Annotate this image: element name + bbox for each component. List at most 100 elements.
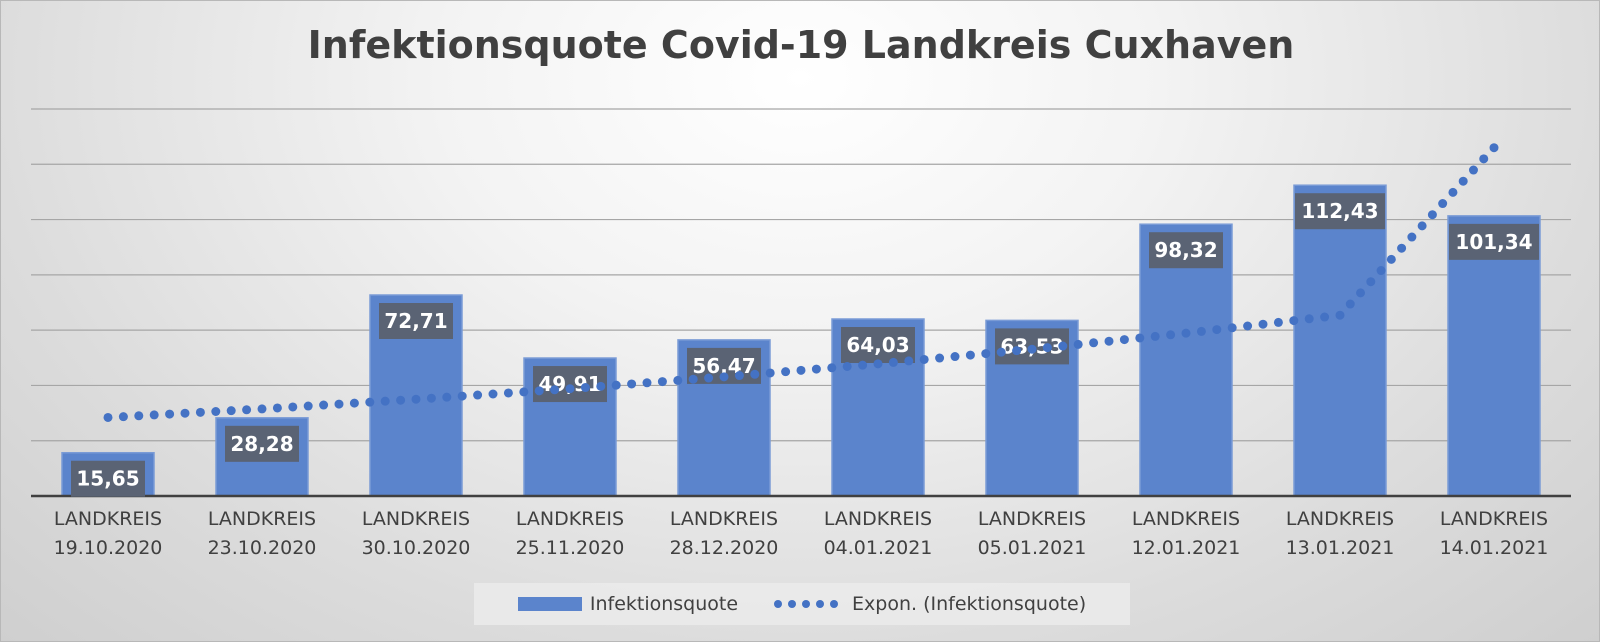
trendline-dot (1397, 243, 1407, 253)
trendline-dot (1181, 328, 1191, 338)
category-label: LANDKREIS (208, 508, 316, 530)
legend-trend-swatch (774, 600, 844, 608)
trendline-dot (103, 412, 113, 422)
data-label: 98,32 (1154, 238, 1217, 262)
data-label-box (841, 327, 915, 364)
trendline-dot (226, 406, 236, 416)
trendline-dot (1073, 339, 1083, 349)
bar (1139, 223, 1233, 497)
bar (1447, 215, 1541, 497)
trendline-dot (673, 375, 683, 385)
trendline-dot (1042, 343, 1052, 353)
trendline-dot (642, 378, 652, 388)
trendline-dot (765, 368, 775, 378)
chart-title: Infektionsquote Covid-19 Landkreis Cuxha… (307, 23, 1295, 67)
trendline-dot (919, 354, 929, 364)
category-label: LANDKREIS (54, 508, 162, 530)
trendline-dot (1448, 187, 1458, 197)
trendline-dot (534, 386, 544, 396)
trendline-dot (118, 412, 128, 422)
trendline-dot (396, 395, 406, 405)
data-label: 64,03 (846, 333, 909, 357)
trendline-dot (303, 401, 313, 411)
trendline-dot (704, 373, 714, 383)
legend-bar-swatch (517, 597, 582, 611)
trendline-dot (888, 357, 898, 367)
data-label: 112,43 (1301, 199, 1378, 223)
category-label: 28.12.2020 (670, 537, 779, 559)
data-label: 15,65 (76, 467, 139, 491)
trendline-dot (519, 387, 529, 397)
trendline-dot (1289, 316, 1299, 326)
category-label: 05.01.2021 (978, 537, 1087, 559)
trendline-dot (1386, 254, 1396, 264)
trendline-dot (442, 392, 452, 402)
trendline-dot (195, 407, 205, 417)
category-label: LANDKREIS (1132, 508, 1240, 530)
trendline-dot (796, 365, 806, 375)
category-label: 12.01.2021 (1132, 537, 1241, 559)
trendline-dot (827, 363, 837, 373)
trendline-dot (1304, 314, 1314, 324)
trendline-dot (657, 377, 667, 387)
legend: Infektionsquote Expon. (Infektionsquote) (474, 583, 1130, 625)
category-label: 23.10.2020 (208, 537, 317, 559)
trendline-dot (180, 408, 190, 418)
trendline-dot (873, 359, 883, 369)
trendline-dot (1104, 336, 1114, 346)
trendline-dot (1417, 221, 1427, 231)
trendline-dot (1243, 321, 1253, 331)
legend-item-trend: Expon. (Infektionsquote) (774, 593, 1086, 615)
trendline-dot (473, 390, 483, 400)
trendline-dot (211, 406, 221, 416)
category-label: LANDKREIS (516, 508, 624, 530)
legend-bar-label: Infektionsquote (589, 593, 739, 615)
trendline-dot (981, 349, 991, 359)
category-label: LANDKREIS (978, 508, 1086, 530)
trendline-dot (272, 403, 282, 413)
category-label: 19.10.2020 (54, 537, 163, 559)
trendline-dot (1345, 299, 1355, 309)
data-label-box (225, 425, 299, 462)
trendline-dot (288, 402, 298, 412)
category-label: LANDKREIS (1286, 508, 1394, 530)
trendline-dot (165, 409, 175, 419)
trendline-dot (1479, 154, 1489, 164)
trendline-dot (149, 410, 159, 420)
trendline-dot (426, 393, 436, 403)
data-label: 28,28 (230, 432, 293, 456)
trendline-dot (365, 397, 375, 407)
category-label: LANDKREIS (1440, 508, 1548, 530)
trendline-dot (1427, 210, 1437, 220)
trendline-dot (996, 347, 1006, 357)
legend-trend-label: Expon. (Infektionsquote) (852, 593, 1087, 615)
trendline-dot (457, 391, 467, 401)
trendline-dot (1458, 176, 1468, 186)
trendline-dot (1468, 165, 1478, 175)
trendline-dot (1489, 143, 1499, 153)
trendline-dot (781, 367, 791, 377)
trendline-dot (858, 360, 868, 370)
trendline-dot (1212, 325, 1222, 335)
trendline-dot (1150, 331, 1160, 341)
trendline-dot (1366, 277, 1376, 287)
bar (1293, 184, 1387, 497)
data-label-box (1449, 223, 1539, 260)
trendline-dot (811, 364, 821, 374)
trendline-dot (1258, 319, 1268, 329)
trendline-dot (904, 356, 914, 366)
legend-item-bars: Infektionsquote (517, 593, 739, 615)
trendline-dot (734, 371, 744, 381)
trendline-dot (334, 399, 344, 409)
trendline-dot (257, 404, 267, 414)
trendline-dot (1196, 326, 1206, 336)
trendline-dot (242, 405, 252, 415)
trendline-dot (349, 398, 359, 408)
data-label-box (1295, 193, 1385, 230)
trendline-dot (1119, 335, 1129, 345)
trendline-dot (1012, 346, 1022, 356)
trendline-dot (1089, 338, 1099, 348)
trendline-dot (611, 380, 621, 390)
data-label-box (379, 303, 453, 340)
